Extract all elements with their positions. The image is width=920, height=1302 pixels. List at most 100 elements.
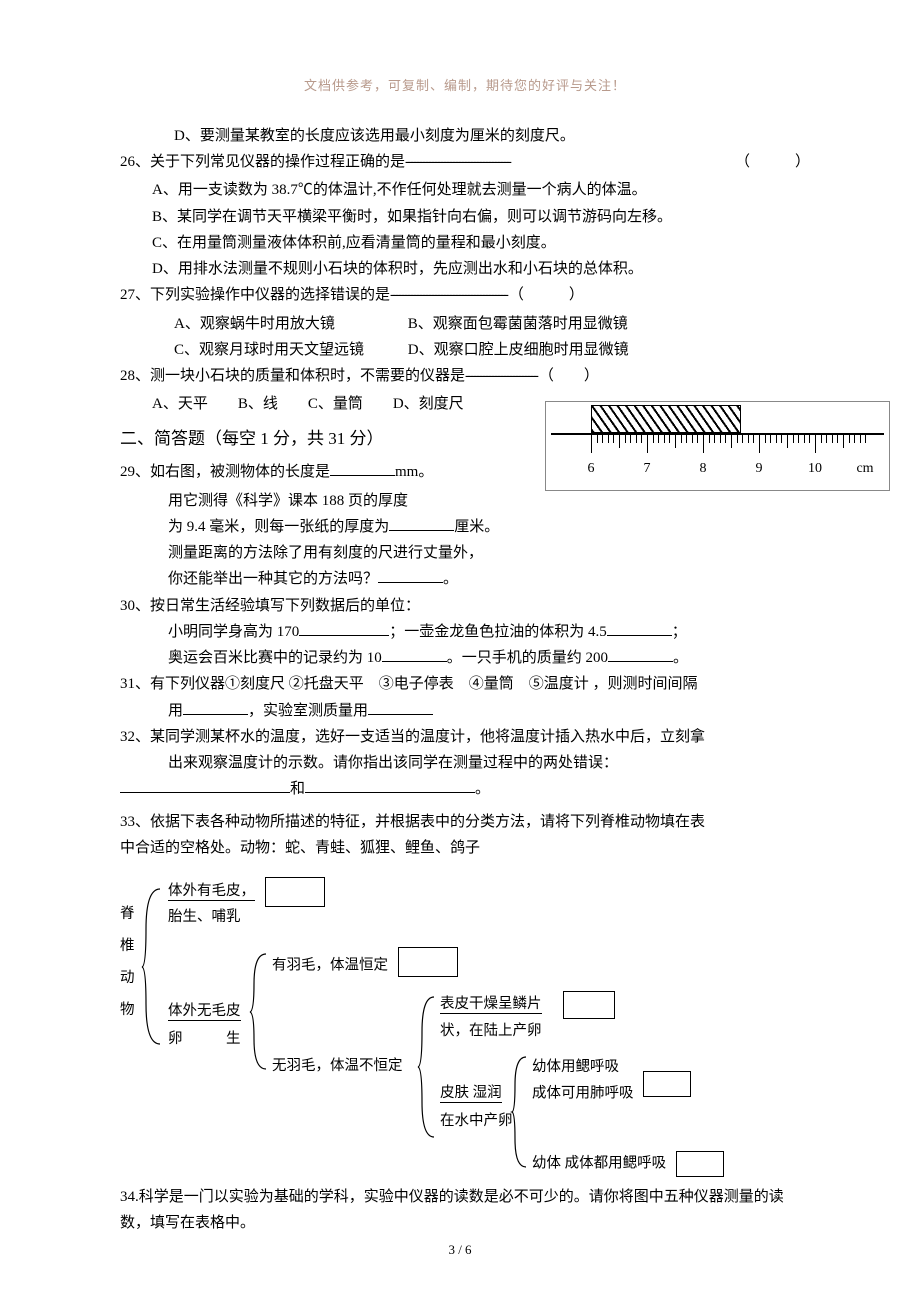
- n7a: 幼体用鳃呼吸: [532, 1055, 619, 1080]
- q28-paren: （ ）: [539, 368, 599, 384]
- q27-paren: （ ）: [509, 287, 584, 303]
- n4: 无羽毛，体温不恒定: [272, 1054, 403, 1079]
- header-note: 文档供参考，可复制、编制，期待您的好评与关注！: [120, 75, 810, 98]
- q26-c: C、在用量筒测量液体体积前,应看清量筒的量程和最小刻度。: [120, 230, 810, 256]
- v1: 椎: [120, 931, 135, 963]
- q26: 26、关于下列常见仪器的操作过程正确的是--------------------…: [120, 149, 810, 175]
- q27-c: C、观察月球时用天文望远镜: [174, 337, 404, 363]
- measured-object: [591, 405, 741, 433]
- q29-l3a: 为 9.4 毫米，则每一张纸的厚度为: [168, 519, 389, 535]
- q30-l1a: 小明同学身高为 170: [168, 624, 299, 640]
- q30-stem: 30、按日常生活经验填写下列数据后的单位：: [120, 593, 810, 619]
- q27-a: A、观察蜗牛时用放大镜: [174, 311, 404, 337]
- node-mammal: 体外有毛皮，: [168, 877, 325, 907]
- q30-l1: 小明同学身高为 170 ；一壶金龙鱼色拉油的体积为 4.5 ；: [120, 619, 810, 645]
- q26-paren: （ ）: [735, 149, 810, 175]
- bracket-icon: [418, 997, 436, 1137]
- node-bird: 有羽毛，体温恒定: [272, 951, 458, 981]
- blank[interactable]: [120, 778, 290, 793]
- q27-row2: C、观察月球时用天文望远镜 D、观察口腔上皮细胞时用显微镜: [120, 337, 810, 363]
- blank[interactable]: [299, 621, 389, 636]
- dashes: ---------------------------------------: [390, 287, 507, 303]
- q33-l1: 33、依据下表各种动物所描述的特征，并根据表中的分类方法，请将下列脊椎动物填在表: [120, 809, 810, 835]
- dashes: -----------------------------------: [405, 154, 510, 170]
- blank[interactable]: [183, 700, 248, 715]
- node-reptile: 表皮干燥呈鳞片: [440, 991, 615, 1019]
- dashes: ------------------------: [465, 368, 537, 384]
- q32-l3mid: 和: [290, 781, 305, 797]
- n2b: 卵 生: [168, 1027, 241, 1052]
- q30-l2b: 。一只手机的质量约 200: [447, 650, 608, 666]
- q32-l3end: 。: [475, 781, 490, 797]
- q27-row1: A、观察蜗牛时用放大镜 B、观察面包霉菌菌落时用显微镜: [120, 311, 810, 337]
- q31-l2a: 用: [168, 703, 183, 719]
- n1b: 胎生、哺乳: [168, 905, 241, 930]
- tree-diagram: 脊 椎 动 物 体外有毛皮， 胎生、哺乳 体外无毛皮 卵 生 有羽毛，体温恒定 …: [120, 869, 810, 1174]
- n6b: 在水中产卵: [440, 1109, 513, 1134]
- n5b: 状，在陆上产卵: [440, 1019, 542, 1044]
- blank[interactable]: [608, 647, 673, 662]
- q31-l2b: ，实验室测质量用: [248, 703, 368, 719]
- q29-l5: 你还能举出一种其它的方法吗？ 。: [120, 566, 810, 592]
- q30-l2: 奥运会百米比赛中的记录约为 10 。一只手机的质量约 200 。: [120, 645, 810, 671]
- n7b: 成体可用肺呼吸: [532, 1085, 634, 1101]
- q29-l5a: 你还能举出一种其它的方法吗？: [168, 571, 378, 587]
- n3: 有羽毛，体温恒定: [272, 957, 388, 973]
- q32-l2: 出来观察温度计的示数。请你指出该同学在测量过程中的两处错误：: [120, 750, 810, 776]
- q30-l1b: ；一壶金龙鱼色拉油的体积为 4.5: [389, 624, 607, 640]
- n8: 幼体 成体都用鳃呼吸: [532, 1155, 666, 1171]
- q26-a: A、用一支读数为 38.7℃的体温计,不作任何处理就去测量一个病人的体温。: [120, 177, 810, 203]
- node-amphibian: 成体可用肺呼吸: [532, 1081, 691, 1107]
- q26-d: D、用排水法测量不规则小石块的体积时，先应测出水和小石块的总体积。: [120, 256, 810, 282]
- node-fish: 幼体 成体都用鳃呼吸: [532, 1151, 724, 1177]
- answer-box[interactable]: [676, 1151, 724, 1177]
- ruler-body: 678910cm: [551, 433, 884, 482]
- blank[interactable]: [330, 461, 395, 476]
- q31-l2: 用 ，实验室测质量用: [120, 698, 810, 724]
- q29-l3: 为 9.4 毫米，则每一张纸的厚度为 厘米。: [120, 514, 810, 540]
- answer-box[interactable]: [265, 877, 325, 907]
- n1a: 体外有毛皮，: [168, 883, 255, 901]
- blank[interactable]: [305, 778, 475, 793]
- v3: 物: [120, 995, 135, 1027]
- q29-l1a: 29、如右图，被测物体的长度是: [120, 464, 330, 480]
- bracket-icon: [250, 954, 268, 1069]
- q32-l3: 和。: [120, 776, 810, 802]
- blank[interactable]: [607, 621, 672, 636]
- blank[interactable]: [382, 647, 447, 662]
- q27: 27、下列实验操作中仪器的选择错误的是---------------------…: [120, 282, 810, 308]
- q32-stem: 32、某同学测某杯水的温度，选好一支适当的温度计，他将温度计插入热水中后，立刻拿: [120, 724, 810, 750]
- tree-root-label: 脊 椎 动 物: [120, 899, 135, 1027]
- blank[interactable]: [368, 700, 433, 715]
- q25-opt-d: D、要测量某教室的长度应该选用最小刻度为厘米的刻度尺。: [120, 123, 810, 149]
- q26-stem: 26、关于下列常见仪器的操作过程正确的是: [120, 154, 405, 170]
- q28: 28、测一块小石块的质量和体积时，不需要的仪器是----------------…: [120, 363, 810, 389]
- q27-b: B、观察面包霉菌菌落时用显微镜: [408, 316, 628, 332]
- bracket-icon: [512, 1057, 528, 1167]
- q27-d: D、观察口腔上皮细胞时用显微镜: [408, 342, 629, 358]
- answer-box[interactable]: [398, 947, 458, 977]
- n5a: 表皮干燥呈鳞片: [440, 996, 542, 1014]
- bracket-icon: [142, 889, 162, 1044]
- q29-l3b: 厘米。: [454, 519, 499, 535]
- q29-l2: 用它测得《科学》课本 188 页的厚度: [120, 488, 810, 514]
- n6a: 皮肤 湿润: [440, 1081, 502, 1106]
- n2a: 体外无毛皮: [168, 999, 241, 1024]
- page-number: 3 / 6: [0, 1239, 920, 1262]
- q29-l5b: 。: [443, 571, 458, 587]
- q29-l1b: mm。: [395, 464, 433, 480]
- blank[interactable]: [389, 516, 454, 531]
- v2: 动: [120, 963, 135, 995]
- answer-box[interactable]: [563, 991, 615, 1019]
- q33-l2: 中合适的空格处。动物：蛇、青蛙、狐狸、鲤鱼、鸽子: [120, 835, 810, 861]
- q29-l4: 测量距离的方法除了用有刻度的尺进行丈量外，: [120, 540, 810, 566]
- v0: 脊: [120, 899, 135, 931]
- answer-box[interactable]: [643, 1071, 691, 1097]
- q28-stem: 28、测一块小石块的质量和体积时，不需要的仪器是: [120, 368, 465, 384]
- blank[interactable]: [378, 568, 443, 583]
- q30-l2c: 。: [673, 650, 688, 666]
- q34: 34.科学是一门以实验为基础的学科，实验中仪器的读数是必不可少的。请你将图中五种…: [120, 1184, 810, 1237]
- q31-stem: 31、有下列仪器①刻度尺 ②托盘天平 ③电子停表 ④量筒 ⑤温度计 ，则测时间间…: [120, 671, 810, 697]
- q30-l1c: ；: [672, 624, 687, 640]
- q30-l2a: 奥运会百米比赛中的记录约为 10: [168, 650, 382, 666]
